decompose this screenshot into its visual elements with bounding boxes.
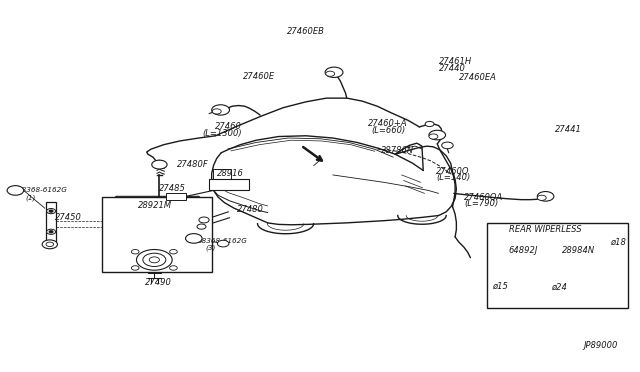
Text: JP89000: JP89000 [584,341,618,350]
Circle shape [212,105,230,115]
Circle shape [429,130,445,140]
Text: 08368-6162G: 08368-6162G [198,238,248,244]
Text: 27490: 27490 [145,278,172,287]
Bar [213,169,231,179]
Circle shape [49,231,53,233]
Circle shape [7,186,24,195]
Text: 27440: 27440 [438,64,465,73]
Bar [209,179,248,190]
Circle shape [152,160,167,169]
Circle shape [42,240,58,249]
Circle shape [429,134,438,139]
Circle shape [218,240,229,247]
Circle shape [197,224,206,229]
Text: 27480F: 27480F [177,160,209,169]
Circle shape [170,250,177,254]
Text: 27460EB: 27460EB [287,27,325,36]
Circle shape [47,229,56,234]
Text: 28984N: 28984N [562,246,595,255]
Bar [487,223,628,308]
Text: (L=660): (L=660) [371,126,405,135]
Circle shape [326,71,335,76]
Circle shape [186,234,202,243]
Text: 08368-6162G: 08368-6162G [18,187,68,193]
Circle shape [538,195,546,201]
Bar [102,197,212,272]
Bar [166,193,186,200]
Text: ø24: ø24 [550,283,566,292]
Circle shape [49,210,53,212]
Text: 27460EA: 27460EA [459,73,497,81]
Text: ø15: ø15 [492,282,508,291]
Circle shape [47,209,56,214]
Text: (L=140): (L=140) [436,173,470,182]
Text: 27450: 27450 [55,213,82,222]
Text: 64892J: 64892J [509,246,538,255]
Circle shape [143,253,166,266]
Text: 27460QA: 27460QA [464,193,503,202]
Circle shape [199,217,209,223]
Circle shape [131,266,139,270]
Text: S: S [13,186,18,195]
Text: ø18: ø18 [611,238,627,247]
Text: 27480: 27480 [237,205,264,215]
Circle shape [170,266,177,270]
Circle shape [136,250,172,270]
Text: S: S [191,234,196,243]
Text: 28916: 28916 [217,169,244,177]
Circle shape [425,121,434,126]
Circle shape [131,250,139,254]
Circle shape [442,142,453,149]
Text: 28921M: 28921M [138,201,172,210]
Text: (1): (1) [26,195,36,201]
Circle shape [149,257,159,263]
Text: 27461H: 27461H [438,57,472,66]
Bar [46,202,56,242]
Text: 27460Q: 27460Q [436,167,470,176]
Text: 27460: 27460 [216,122,243,131]
Text: 28786N: 28786N [381,147,414,155]
Circle shape [325,67,343,77]
Text: 27460+A: 27460+A [369,119,408,128]
Circle shape [46,242,54,247]
Text: REAR WIPERLESS: REAR WIPERLESS [509,225,581,234]
Text: 27460E: 27460E [243,72,275,81]
Text: (L=790): (L=790) [464,199,499,208]
Text: (3): (3) [205,245,216,251]
Circle shape [212,109,221,114]
Circle shape [538,192,554,201]
Text: (L=1300): (L=1300) [203,129,243,138]
Text: 27441: 27441 [554,125,581,134]
Text: 27485: 27485 [159,185,186,193]
